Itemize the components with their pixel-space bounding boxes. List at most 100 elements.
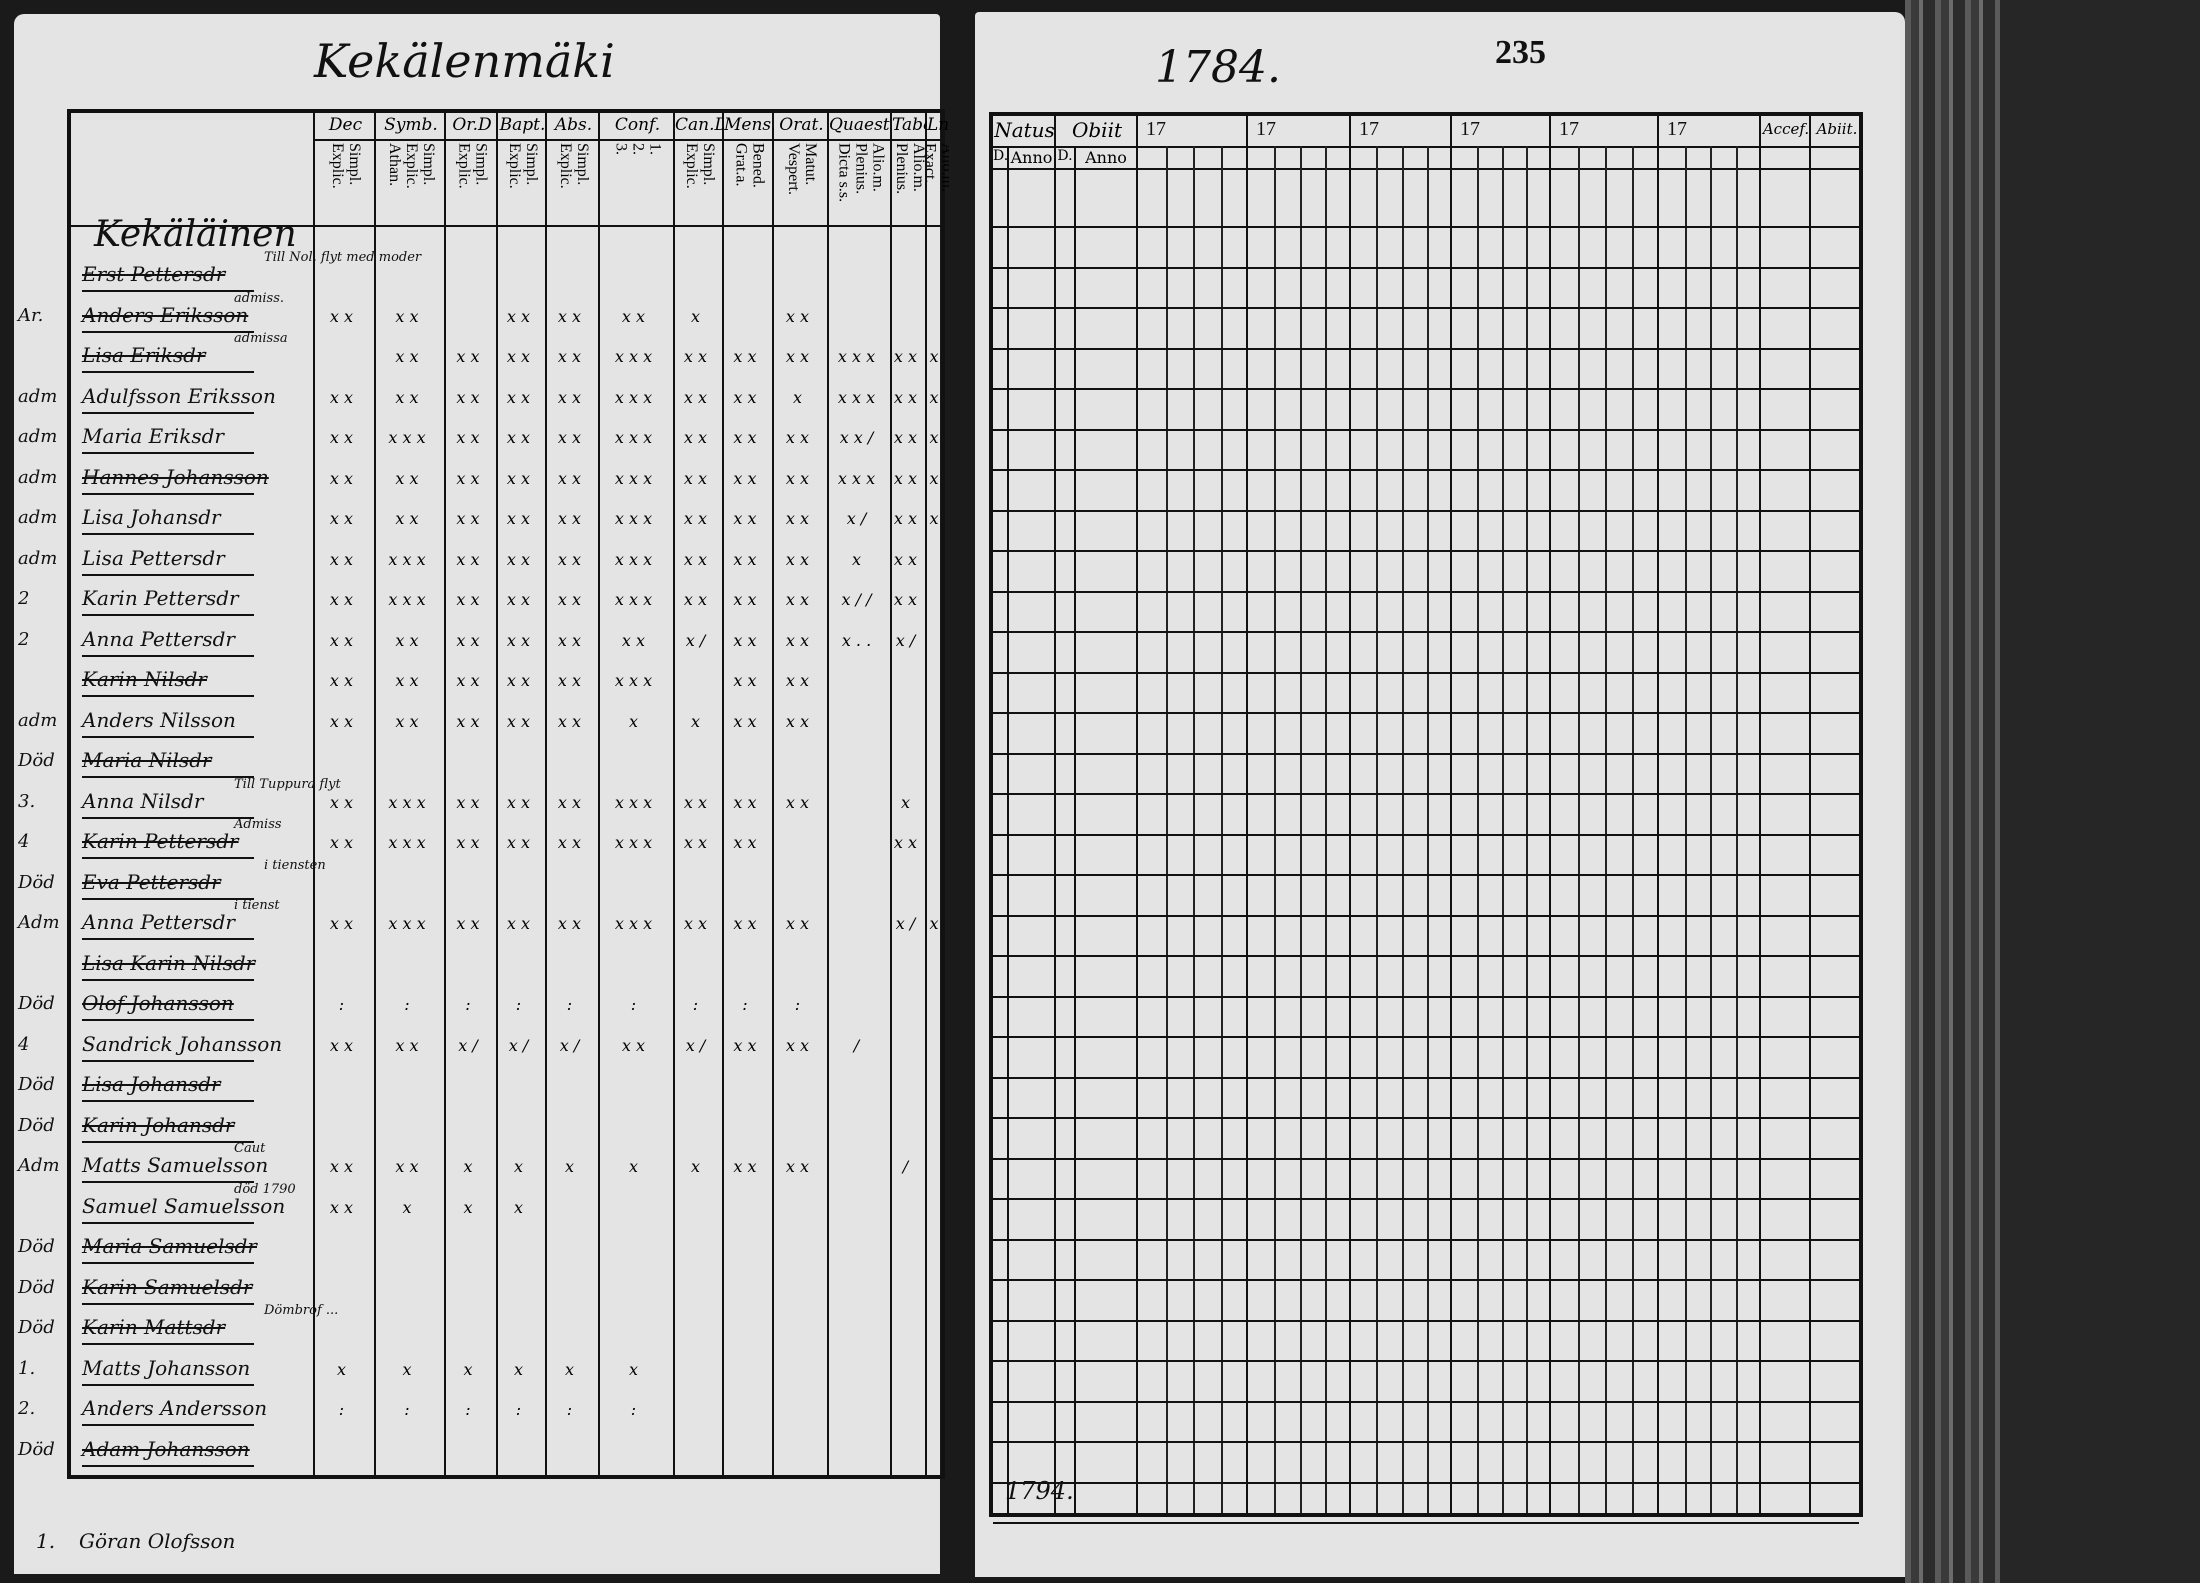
row-margin-note: 2.: [18, 1398, 36, 1419]
row-margin-note: Död: [18, 1438, 55, 1460]
table-row: 4 Karin Pettersdr Admiss x x x x x x x x x x x x…: [14, 817, 940, 862]
row-margin-note: adm: [18, 466, 58, 488]
tick-mark: :: [794, 995, 801, 1014]
tick-mark: x x: [557, 630, 582, 650]
row-name: Maria Nilsdr: [82, 748, 212, 772]
year-subcolumn-divider: [1684, 146, 1687, 1513]
tick-mark: x x: [621, 1035, 646, 1055]
column-subheaders: Explic. Simpl.: [446, 143, 498, 223]
year-heading: 1784.: [1155, 42, 1281, 93]
tick-mark: x /: [685, 630, 706, 650]
tick-mark: x x x: [837, 347, 876, 366]
table-row: Död Eva Pettersdr i tiensten: [14, 858, 940, 903]
row-margin-note: adm: [18, 709, 58, 731]
row-rule: [993, 347, 1859, 350]
column-subheader: Vespert.: [785, 143, 802, 195]
table-row: Lisa Karin Nilsdr: [14, 943, 940, 984]
tick-mark: x x x: [614, 509, 653, 528]
column-divider: [925, 113, 927, 1475]
row-rule: [82, 1140, 254, 1143]
column-subheader: Alio.m.: [910, 143, 927, 192]
row-name: Adam Johansson: [82, 1436, 250, 1461]
table-row: 1. Matts Johansson x x x x x x: [14, 1348, 940, 1389]
column-header: Bapt.: [499, 115, 546, 135]
row-rule: [993, 833, 1859, 836]
tick-mark: x x x: [614, 914, 653, 933]
row-name: Anna Pettersdr: [82, 910, 235, 934]
column-divider: [496, 113, 498, 1475]
column-divider: [374, 113, 376, 1475]
row-name: Erst Pettersdr: [82, 262, 226, 286]
tick-mark: x x: [456, 833, 480, 852]
accessit-header: Accef.: [1762, 120, 1810, 138]
column-subheaders: Explic. Simpl.: [547, 143, 600, 223]
tick-mark: x x: [557, 347, 582, 366]
column-divider: [1136, 116, 1138, 1513]
tick-mark: x x: [733, 468, 757, 488]
tick-mark: x /: [895, 630, 916, 650]
tick-mark: x x: [506, 711, 531, 731]
row-rule: [82, 1383, 254, 1386]
row-name: Anna Pettersdr: [82, 626, 235, 651]
footer-row-margin: 1.: [36, 1529, 56, 1553]
table-row: 2. Anders Andersson::::::: [14, 1388, 940, 1429]
tick-mark: :: [742, 995, 748, 1014]
row-name: Maria Eriksdr: [82, 424, 224, 448]
tick-mark: x x: [329, 914, 354, 933]
table-row: adm Lisa Johansdr x x x x x x x x x x x x x x x x…: [14, 497, 940, 538]
year-subcolumn-divider: [1735, 146, 1738, 1513]
natus-header: Natus: [994, 118, 1055, 142]
table-row: Död Maria Nilsdr: [14, 740, 940, 781]
tick-mark: x x: [733, 711, 757, 731]
table-row: Död Olof Johansson:::::::::: [14, 983, 940, 1024]
sub-divider: [1007, 146, 1009, 1513]
tick-mark: x x: [456, 711, 480, 731]
tick-mark: :: [630, 1400, 637, 1419]
table-row: Död Karin Johansdr: [14, 1105, 940, 1146]
tick-mark: x x: [395, 671, 419, 690]
row-rule: [82, 290, 254, 292]
year-subcolumn-divider: [1605, 146, 1607, 1513]
table-row: adm Anders Nilsson x x x x x x x x x x x x x x x x: [14, 700, 940, 741]
tick-mark: :: [566, 1400, 573, 1419]
row-rule: [993, 671, 1859, 674]
row-rule: [993, 874, 1859, 876]
row-margin-note: Ar.: [18, 304, 44, 326]
year-subcolumn-divider: [1401, 146, 1404, 1513]
row-name: Matts Johansson: [82, 1355, 251, 1380]
table-row: 2 Anna Pettersdr x x x x x x x x x x x x x / x x x…: [14, 619, 940, 660]
row-rule: [993, 752, 1859, 755]
column-subheader: Grat.a.: [732, 143, 750, 187]
tick-mark: x x: [557, 914, 582, 933]
tick-mark: x x x: [837, 387, 876, 407]
tick-mark: x x: [395, 468, 419, 488]
tick-mark: x x: [395, 509, 419, 528]
row-rule: [82, 695, 254, 697]
row-name: Adulfsson Eriksson: [82, 383, 276, 408]
tick-mark: x x: [456, 590, 480, 609]
tick-mark: x x: [893, 833, 918, 852]
row-margin-note: adm: [18, 426, 58, 447]
row-margin-note: Adm: [18, 1155, 60, 1176]
tick-mark: x x: [329, 306, 354, 326]
tick-mark: x: [336, 1359, 347, 1379]
register-table: Natus D. Anno Obiit D. Anno 17 17 17 17 17 17 Accef.…: [989, 112, 1863, 1524]
section-heading: Kekäläinen: [94, 214, 297, 255]
tick-mark: x: [929, 468, 939, 488]
tick-mark: x x: [683, 914, 708, 933]
row-rule: [993, 1481, 1859, 1484]
year-subcolumn-divider: [1299, 146, 1302, 1513]
tick-mark: x x: [557, 549, 582, 569]
tick-mark: :: [338, 1400, 345, 1419]
tick-mark: x x: [456, 914, 480, 933]
tick-mark: x x x: [388, 833, 426, 852]
column-subheader: 1.: [646, 143, 664, 155]
row-annotation: Till Nol. flyt med moder: [264, 250, 422, 265]
column-divider: [1450, 116, 1452, 1513]
tick-mark: x . .: [841, 630, 872, 650]
row-rule: [993, 995, 1859, 998]
row-name: Lisa Johansdr: [82, 1072, 221, 1096]
column-subheaders: Explic. Simpl.: [498, 143, 547, 223]
row-rule: [82, 330, 254, 333]
